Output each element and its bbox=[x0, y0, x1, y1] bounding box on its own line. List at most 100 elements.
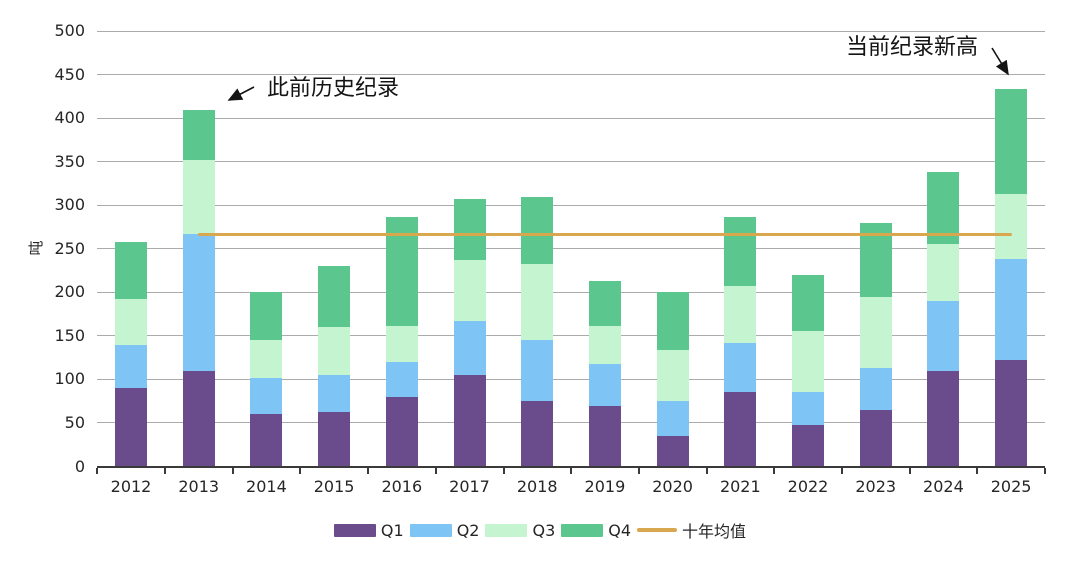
x-axis-tickmark bbox=[96, 467, 99, 474]
bar-2021-q4 bbox=[724, 216, 757, 287]
bar-2018-q4 bbox=[521, 197, 554, 264]
x-axis-tickmark bbox=[502, 467, 505, 474]
bar-2012-q3 bbox=[115, 299, 147, 345]
bar-2024-q4 bbox=[927, 172, 960, 245]
bar-2020-q3 bbox=[656, 349, 689, 402]
x-tick-label-2019: 2019 bbox=[584, 477, 626, 496]
gridline-150 bbox=[97, 335, 1045, 337]
y-tick-label-350: 350 bbox=[54, 151, 85, 171]
x-axis-tickmark bbox=[434, 467, 437, 474]
legend-swatch-q1 bbox=[333, 523, 376, 537]
gridline-300 bbox=[97, 204, 1045, 206]
bar-2018-q1 bbox=[521, 401, 554, 467]
bar-2023-q1 bbox=[859, 409, 892, 467]
bar-2025-q4 bbox=[995, 89, 1028, 194]
bar-2014-q4 bbox=[250, 292, 283, 341]
bar-2014-q1 bbox=[250, 414, 283, 467]
bar-2024-q2 bbox=[927, 301, 960, 371]
x-axis-tickmark bbox=[367, 467, 370, 474]
bar-2016-q1 bbox=[385, 396, 418, 467]
y-tick-label-400: 400 bbox=[54, 108, 85, 128]
y-tick-label-50: 50 bbox=[64, 412, 85, 432]
x-tick-label-2022: 2022 bbox=[787, 477, 829, 496]
bar-2014-q3 bbox=[250, 340, 283, 378]
legend-swatch-q4 bbox=[561, 523, 604, 537]
y-tick-label-200: 200 bbox=[54, 282, 85, 302]
x-axis-tickmark bbox=[570, 467, 573, 474]
x-tick-label-2020: 2020 bbox=[652, 477, 693, 496]
legend: Q1 Q2 Q3 Q4 十年均值 bbox=[0, 517, 1080, 543]
bar-2012-q4 bbox=[115, 241, 147, 300]
y-tick-label-450: 450 bbox=[54, 64, 85, 84]
gridline-350 bbox=[97, 161, 1045, 163]
bar-2015-q1 bbox=[318, 412, 351, 467]
bar-2017-q1 bbox=[453, 375, 486, 467]
bar-2016-q3 bbox=[385, 326, 418, 362]
legend-swatch-q2 bbox=[409, 523, 452, 537]
legend-label-q2: Q2 bbox=[456, 520, 480, 540]
bar-2020-q1 bbox=[656, 436, 689, 467]
legend-label-average-line: 十年均值 bbox=[682, 522, 747, 541]
bar-2018-q3 bbox=[521, 263, 554, 341]
x-axis-tickmark bbox=[841, 467, 843, 474]
bar-2019-q1 bbox=[588, 405, 621, 467]
legend-label-q4: Q4 bbox=[608, 520, 632, 540]
gridline-500 bbox=[97, 30, 1045, 32]
gridline-400 bbox=[97, 117, 1045, 119]
bar-2013-q4 bbox=[182, 110, 215, 160]
bar-2012-q2 bbox=[115, 344, 147, 389]
legend-swatch-average-line bbox=[637, 528, 678, 532]
legend-label-q1: Q1 bbox=[380, 520, 404, 540]
x-tick-label-2017: 2017 bbox=[449, 477, 490, 496]
bar-2022-q1 bbox=[792, 424, 824, 467]
annotation-new-record: 当前纪录新高 bbox=[846, 35, 979, 60]
bar-2019-q2 bbox=[588, 363, 621, 406]
bar-2024-q3 bbox=[927, 244, 960, 301]
bar-2017-q4 bbox=[453, 199, 486, 261]
bar-2013-q1 bbox=[182, 370, 215, 467]
y-tick-label-0: 0 bbox=[74, 456, 85, 476]
x-tick-label-2016: 2016 bbox=[381, 477, 423, 496]
bar-2014-q2 bbox=[250, 377, 283, 415]
x-axis-tickmark bbox=[976, 467, 979, 474]
x-axis-tickmark bbox=[164, 467, 166, 474]
x-tick-label-2023: 2023 bbox=[855, 477, 897, 496]
bar-2019-q3 bbox=[588, 326, 621, 364]
bar-2023-q2 bbox=[859, 368, 892, 410]
bar-2017-q3 bbox=[453, 260, 486, 322]
bar-2022-q4 bbox=[792, 274, 824, 332]
bar-2015-q2 bbox=[318, 375, 351, 413]
bar-2021-q3 bbox=[724, 286, 757, 343]
x-axis-tickmark bbox=[773, 467, 776, 474]
y-tick-label-500: 500 bbox=[54, 21, 85, 40]
bar-2021-q1 bbox=[724, 392, 757, 467]
bar-2019-q4 bbox=[588, 280, 621, 327]
x-axis-tickmark bbox=[1044, 467, 1047, 474]
x-tick-label-2018: 2018 bbox=[516, 477, 558, 496]
bar-2021-q2 bbox=[724, 342, 757, 393]
x-tick-label-2012: 2012 bbox=[110, 477, 152, 496]
bar-2015-q3 bbox=[318, 327, 351, 376]
x-tick-label-2021: 2021 bbox=[719, 477, 761, 496]
x-axis-line bbox=[97, 465, 1045, 468]
bar-2013-q2 bbox=[182, 233, 215, 371]
gridline-450 bbox=[97, 74, 1045, 76]
bar-2016-q2 bbox=[385, 361, 418, 397]
bar-2017-q2 bbox=[453, 321, 486, 376]
x-axis-tickmark bbox=[908, 467, 911, 474]
bar-2022-q2 bbox=[792, 392, 824, 425]
y-tick-label-250: 250 bbox=[54, 238, 85, 258]
legend-swatch-q3 bbox=[485, 523, 528, 537]
arrow-to-2013-bar bbox=[227, 86, 255, 101]
x-tick-label-2024: 2024 bbox=[923, 477, 964, 496]
bar-2015-q4 bbox=[318, 266, 351, 328]
y-tick-label-100: 100 bbox=[54, 369, 85, 389]
gridline-100 bbox=[97, 378, 1045, 380]
bar-2013-q3 bbox=[182, 159, 215, 234]
legend-label-q3: Q3 bbox=[532, 520, 556, 540]
arrow-to-2025-bar bbox=[991, 47, 1009, 76]
x-tick-label-2014: 2014 bbox=[246, 477, 287, 496]
bar-2025-q1 bbox=[995, 360, 1028, 467]
bar-2025-q2 bbox=[995, 259, 1028, 361]
x-axis-tickmark bbox=[231, 467, 234, 474]
